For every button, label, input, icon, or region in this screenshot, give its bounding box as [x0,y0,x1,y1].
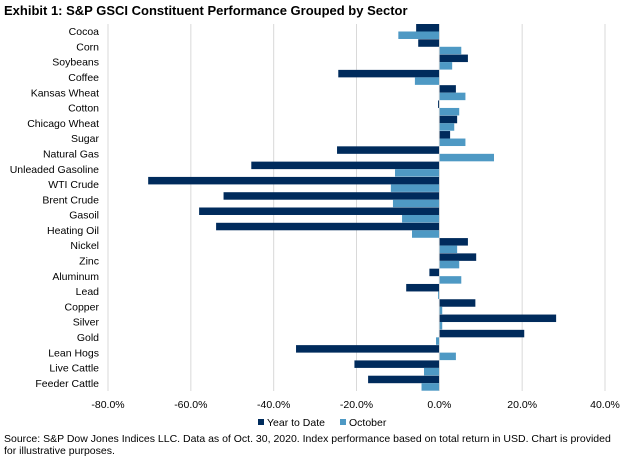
category-label: Lean Hogs [48,347,99,359]
bar-october [439,153,495,162]
bar-october [439,352,456,361]
bar-ytd [439,299,476,307]
bar-ytd [216,222,440,231]
category-label: Zinc [79,256,99,268]
category-label: Cocoa [69,26,100,38]
category-label: Gold [77,332,99,344]
bar-october [439,123,455,131]
bar-ytd [368,375,440,384]
bar-ytd [439,238,468,246]
x-tick-label: -20.0% [340,399,373,411]
bar-october [439,138,466,147]
bar-october [439,62,453,70]
bar-october [439,260,460,269]
category-label: WTI Crude [48,179,99,191]
chart-title: Exhibit 1: S&P GSCI Constituent Performa… [4,3,408,18]
legend-label: October [349,417,387,429]
bar-ytd [439,329,525,338]
category-label: Cotton [68,103,99,115]
bar-october [439,107,460,116]
legend-swatch [340,419,346,425]
bar-ytd [223,192,440,200]
bar-ytd [439,253,477,261]
category-label: Copper [65,301,100,313]
category-label: Silver [73,317,100,329]
bar-october [398,31,440,39]
legend-swatch [258,419,264,425]
bar-ytd [199,207,440,215]
x-tick-label: -60.0% [174,399,207,411]
category-label: Gasoil [69,210,99,222]
x-tick-label: -80.0% [91,399,124,411]
category-label: Unleaded Gasoline [10,164,99,176]
bar-october [421,383,440,391]
bar-october [390,184,440,192]
bar-ytd [337,146,440,154]
category-label: Aluminum [52,271,99,283]
bar-ytd [148,176,440,185]
category-label: Coffee [68,72,99,84]
x-tick-label: 40.0% [590,399,620,411]
bar-ytd [416,24,440,32]
bar-october [439,276,462,284]
bar-ytd [439,115,458,124]
source-note: Source: S&P Dow Jones Indices LLC. Data … [4,433,611,457]
category-label: Heating Oil [47,225,99,237]
bar-october [439,322,443,330]
bar-ytd [338,69,440,78]
bar-ytd [439,131,451,139]
legend-label: Year to Date [267,417,325,429]
bar-october [439,92,466,101]
category-label: Natural Gas [43,148,99,160]
bar-ytd [296,345,440,353]
bar-october [424,367,440,376]
bar-october [395,169,440,177]
x-tick-label: 0.0% [427,399,451,411]
bar-ytd [439,54,468,63]
category-label: Kansas Wheat [31,87,99,99]
bar-october [439,245,458,254]
bar-october [439,306,443,315]
bar-ytd [418,39,440,47]
category-label: Sugar [71,133,100,145]
bar-ytd [354,360,440,368]
bar-october [438,291,440,299]
bar-ytd [438,100,440,108]
bar-ytd [439,85,456,93]
category-label: Brent Crude [42,194,99,206]
category-label: Soybeans [52,57,99,69]
bar-ytd [439,314,557,323]
category-label: Nickel [70,240,99,252]
bar-october [392,199,440,208]
bar-october [414,77,440,85]
bar-october [402,214,440,223]
category-label: Feeder Cattle [35,378,99,390]
x-tick-label: -40.0% [257,399,290,411]
bar-october [439,46,462,55]
x-tick-label: 20.0% [507,399,537,411]
category-label: Chicago Wheat [27,118,99,130]
category-label: Live Cattle [49,363,99,375]
bar-ytd [406,283,440,292]
bar-october [411,230,440,238]
category-label: Lead [76,286,100,298]
bar-ytd [429,268,440,277]
bar-october [436,337,440,345]
bar-ytd [251,161,440,170]
category-label: Corn [76,41,99,53]
